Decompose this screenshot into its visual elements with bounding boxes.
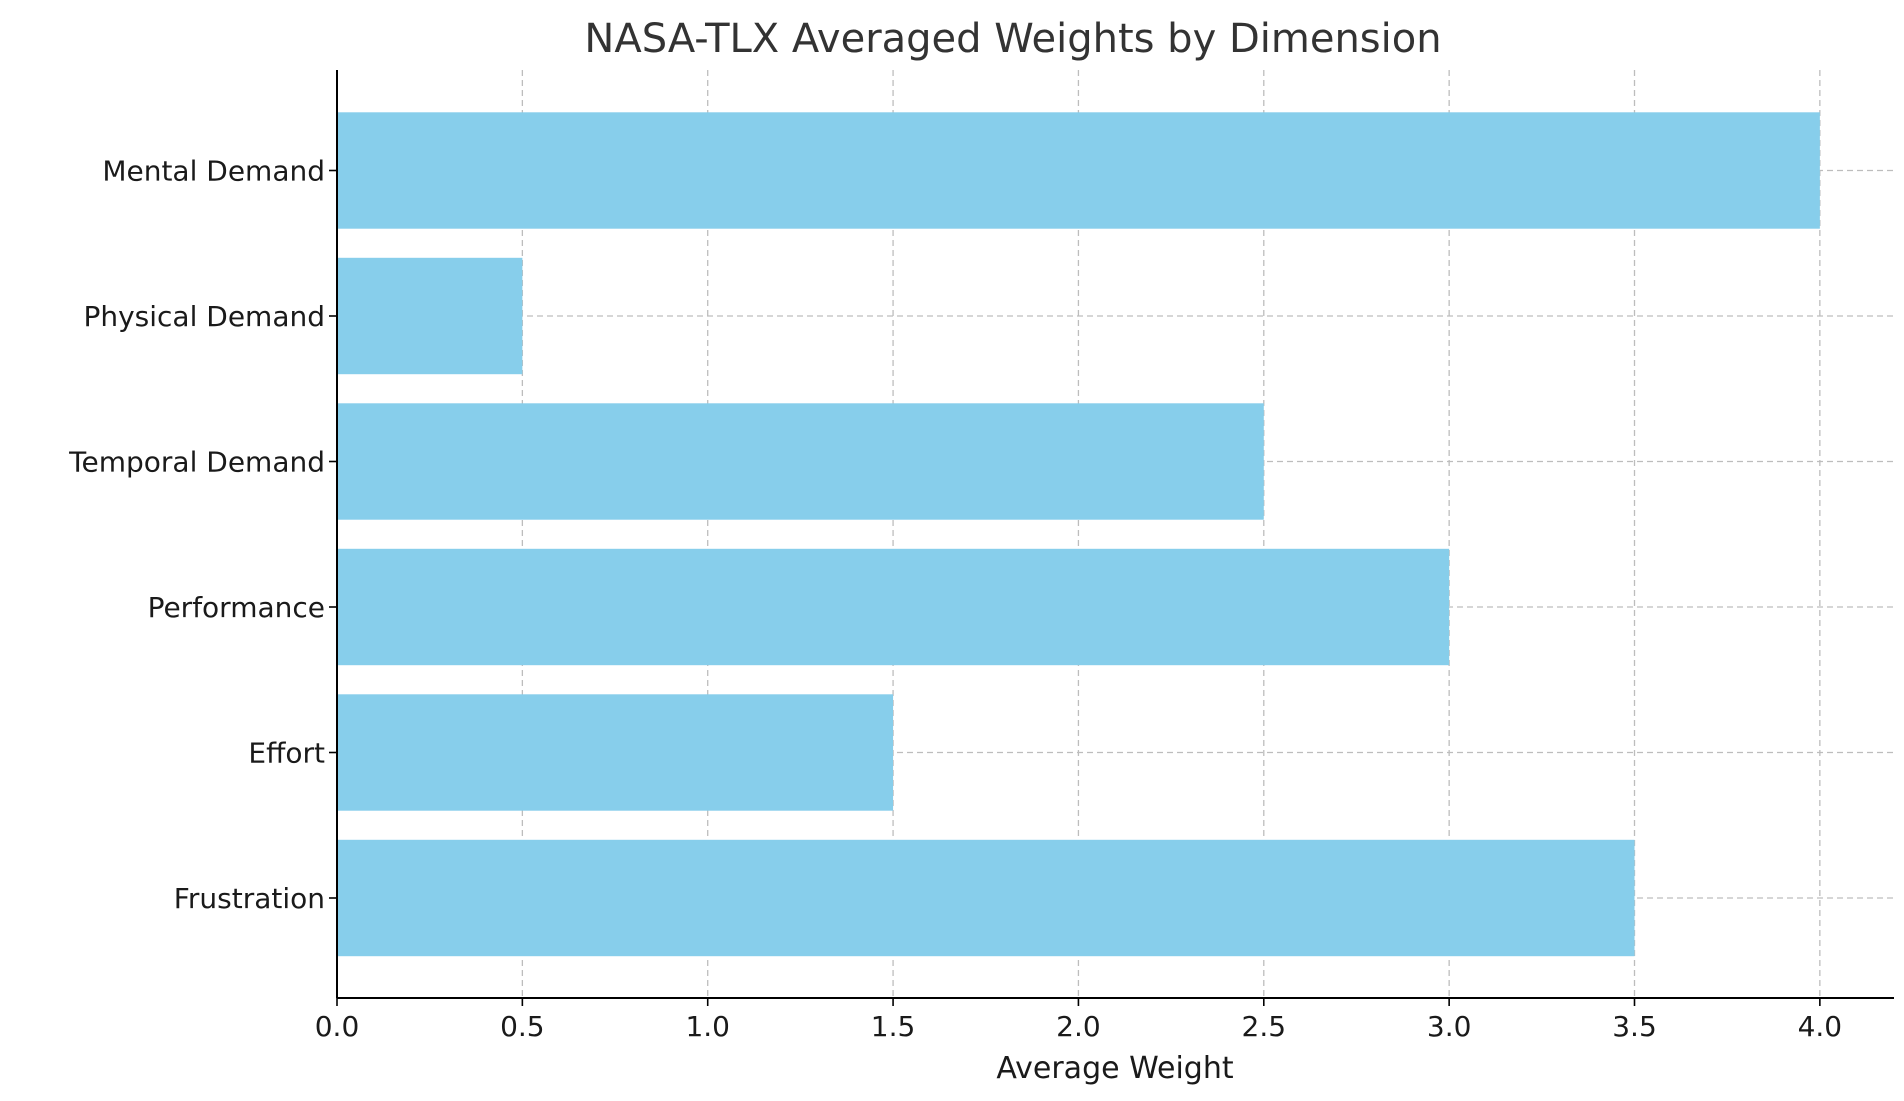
x-tick-label: 0.0 — [315, 1010, 360, 1043]
x-tick-label: 3.5 — [1612, 1010, 1657, 1043]
bar-frustration — [337, 839, 1635, 957]
x-ticks: 0.0 0.5 1.0 1.5 2.0 2.5 3.0 3.5 4.0 — [315, 998, 1842, 1043]
x-axis-label: Average Weight — [996, 1051, 1233, 1086]
y-tick-label: Frustration — [174, 882, 325, 915]
x-tick-label: 1.5 — [871, 1010, 916, 1043]
bars — [337, 112, 1820, 957]
bar-physical-demand — [337, 257, 523, 375]
x-tick-label: 3.0 — [1427, 1010, 1472, 1043]
y-ticks: Mental Demand Physical Demand Temporal Dem… — [68, 155, 337, 915]
chart-title: NASA-TLX Averaged Weights by Dimension — [584, 16, 1441, 62]
x-tick-label: 2.5 — [1242, 1010, 1287, 1043]
bar-temporal-demand — [337, 403, 1264, 520]
x-tick-label: 1.0 — [685, 1010, 730, 1043]
y-tick-label: Temporal Demand — [68, 446, 325, 479]
x-tick-label: 4.0 — [1798, 1010, 1843, 1043]
y-tick-label: Physical Demand — [83, 300, 325, 333]
bar-effort — [337, 694, 894, 811]
bar-mental-demand — [337, 112, 1820, 229]
bar-performance — [337, 548, 1450, 666]
x-tick-label: 2.0 — [1056, 1010, 1101, 1043]
y-tick-label: Mental Demand — [102, 155, 325, 188]
y-tick-label: Effort — [248, 737, 325, 770]
y-tick-label: Performance — [148, 591, 325, 624]
x-tick-label: 0.5 — [500, 1010, 545, 1043]
